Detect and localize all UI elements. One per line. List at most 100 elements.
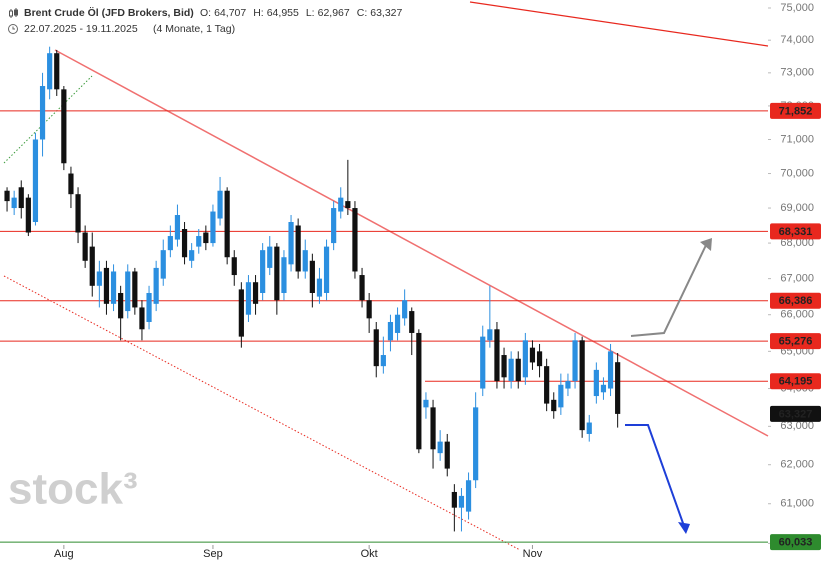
x-tick-label: Okt [361, 548, 378, 560]
candle-body [373, 329, 379, 367]
candle-body [146, 292, 152, 322]
price-box-label: 68,331 [779, 226, 813, 238]
arrow [625, 424, 685, 527]
price-box [770, 534, 821, 551]
y-tick-label: 75,000 [780, 2, 814, 14]
y-tick-label: 62,000 [780, 459, 814, 471]
candle-body [274, 246, 280, 301]
candle-body [238, 289, 244, 337]
candle-body [217, 190, 223, 219]
header: Brent Crude Öl (JFD Brokers, Bid) O: 64,7… [8, 6, 403, 35]
candle-body [245, 282, 252, 315]
candle-body [529, 347, 536, 363]
candle-body [4, 190, 10, 202]
watermark: stock³ [8, 465, 138, 514]
candle-body [465, 480, 472, 512]
candle-body [302, 250, 308, 272]
candle-body [508, 358, 514, 382]
candle-body [494, 329, 500, 382]
candle-body [437, 441, 443, 454]
candle-body [600, 384, 607, 393]
candle-body [409, 311, 415, 333]
candle-body [309, 260, 315, 293]
y-tick-label: 70,000 [780, 167, 814, 179]
candle-body [139, 307, 145, 330]
x-tick-label: Sep [203, 548, 223, 560]
candle-body [423, 399, 429, 408]
price-box [770, 405, 821, 422]
price-box [770, 333, 821, 350]
price-box-label: 60,033 [779, 536, 813, 548]
candle-body [231, 257, 237, 276]
y-tick-label: 61,000 [780, 498, 814, 510]
candle-body [473, 407, 479, 481]
candle-body [196, 236, 202, 247]
candle-body [252, 282, 259, 304]
arrow-head [700, 238, 712, 251]
candle-body [288, 222, 294, 265]
ohlc-value: 62,967 [318, 7, 350, 19]
candle-body [359, 275, 365, 301]
candle-body [181, 229, 188, 258]
price-box-label: 63,327 [779, 408, 813, 420]
candle-body [96, 271, 102, 286]
price-box-label: 66,386 [779, 295, 813, 307]
candle-body [54, 53, 60, 90]
candle-body [210, 211, 216, 244]
candle-body [352, 208, 358, 272]
candle-body [68, 173, 74, 195]
ohlc-value: 64,955 [267, 7, 299, 19]
candle-body [125, 271, 131, 312]
channel-line [3, 275, 521, 551]
ohlc-value: 63,327 [370, 7, 402, 19]
y-tick-label: 73,000 [780, 67, 814, 79]
candle-body [25, 197, 31, 233]
candle-body [522, 340, 528, 378]
candle-body [281, 257, 287, 293]
price-box-label: 65,276 [779, 336, 813, 348]
candle-body [323, 246, 330, 293]
candle-body [89, 246, 95, 286]
candle-body [338, 197, 344, 212]
candle-body [565, 381, 571, 389]
candle-body [586, 422, 592, 434]
candle-body [451, 491, 457, 508]
y-tick-label: 71,000 [780, 133, 814, 145]
candle-body [174, 215, 181, 240]
candle-icon [9, 8, 18, 18]
candle-body [515, 358, 521, 382]
ohlc-label: L: [306, 7, 315, 19]
date-range: 22.07.2025 - 19.11.2025 [24, 23, 138, 35]
candle-body [366, 300, 372, 319]
candle-body [267, 246, 273, 268]
arrow [630, 242, 708, 337]
candle-body [501, 355, 507, 378]
candle-body [536, 351, 543, 367]
candle-body [430, 407, 436, 450]
candle-body [118, 292, 124, 319]
y-tick-label: 69,000 [780, 202, 814, 214]
candle-body [558, 384, 564, 408]
candle-body [615, 362, 621, 414]
candle-body [203, 232, 209, 244]
candle-body [607, 351, 614, 389]
price-box [770, 373, 821, 390]
ohlc-value: 64,707 [214, 7, 246, 19]
y-tick-label: 63,000 [780, 420, 814, 432]
trend-line [54, 49, 769, 437]
candle-body [47, 53, 53, 90]
clock-icon [8, 24, 18, 34]
candle-body [487, 329, 493, 341]
candle-body [32, 139, 39, 223]
candle-body [579, 340, 585, 431]
candle-body [380, 355, 386, 367]
candle-body [394, 314, 401, 333]
candle-body [160, 250, 166, 279]
candle-body [345, 201, 351, 209]
ohlc-label: C: [357, 7, 368, 19]
candle-body [416, 332, 422, 450]
candle-body [480, 336, 486, 389]
candle-body [153, 267, 159, 304]
